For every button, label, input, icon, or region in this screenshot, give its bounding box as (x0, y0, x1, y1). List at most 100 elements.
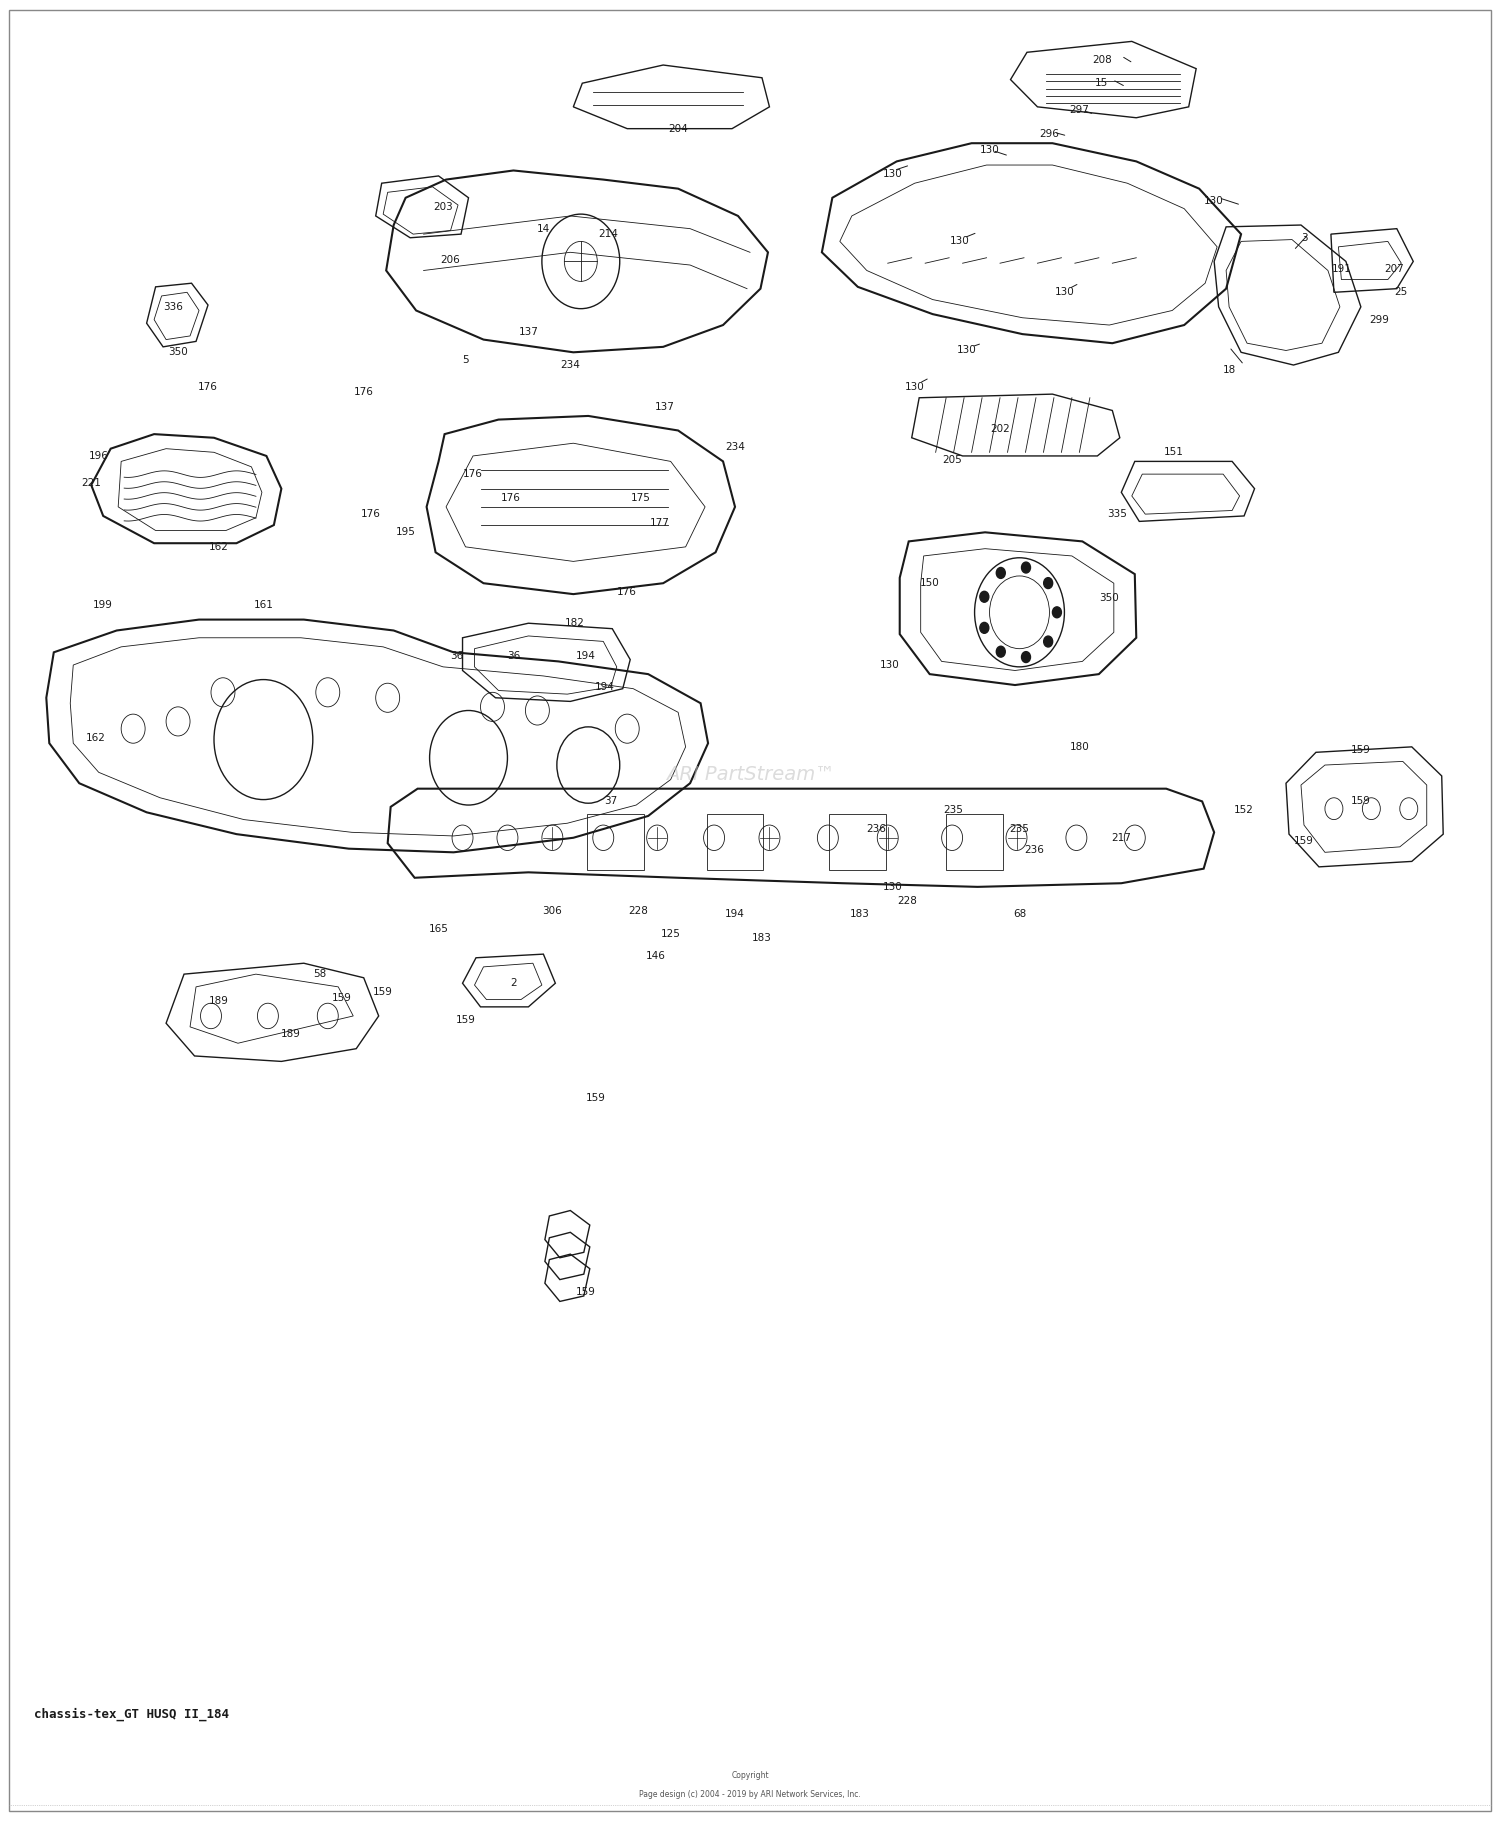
Text: 194: 194 (724, 909, 746, 920)
Bar (586, 814, 644, 870)
Text: 214: 214 (598, 229, 618, 239)
Text: 217: 217 (1112, 832, 1131, 843)
Text: Page design (c) 2004 - 2019 by ARI Network Services, Inc.: Page design (c) 2004 - 2019 by ARI Netwo… (639, 1790, 861, 1799)
Text: 36: 36 (450, 650, 464, 661)
Text: 199: 199 (93, 601, 112, 610)
Text: 58: 58 (314, 969, 327, 980)
Text: 159: 159 (374, 987, 393, 998)
Text: 130: 130 (882, 881, 902, 892)
Text: 18: 18 (1222, 366, 1236, 375)
Text: 297: 297 (1070, 106, 1089, 115)
Text: 137: 137 (519, 328, 538, 337)
Text: 236: 236 (1024, 845, 1044, 856)
Text: 205: 205 (942, 455, 962, 464)
Text: 204: 204 (669, 124, 688, 133)
Text: 5: 5 (462, 355, 470, 364)
Text: 130: 130 (980, 146, 999, 155)
Text: 176: 176 (198, 382, 217, 392)
Text: 161: 161 (254, 601, 273, 610)
Text: 130: 130 (950, 237, 969, 246)
Circle shape (996, 646, 1005, 657)
Text: 234: 234 (724, 443, 746, 452)
Text: chassis-tex_GT HUSQ II_184: chassis-tex_GT HUSQ II_184 (34, 1708, 230, 1721)
Text: 159: 159 (332, 992, 351, 1003)
Text: ARI PartStream™: ARI PartStream™ (666, 765, 834, 783)
Circle shape (1022, 652, 1031, 663)
Text: 130: 130 (957, 346, 976, 355)
Text: 130: 130 (1204, 197, 1224, 206)
Circle shape (1044, 636, 1053, 646)
Text: 221: 221 (81, 479, 100, 488)
Text: 146: 146 (645, 951, 666, 961)
Text: 137: 137 (654, 402, 675, 412)
Text: 159: 159 (456, 1014, 476, 1025)
Text: 183: 183 (752, 932, 772, 943)
Text: 176: 176 (464, 470, 483, 479)
Text: 182: 182 (566, 617, 585, 628)
Text: 203: 203 (433, 202, 453, 211)
Text: 130: 130 (879, 659, 898, 670)
Circle shape (1053, 606, 1062, 617)
Text: 150: 150 (920, 579, 939, 588)
Text: 162: 162 (209, 543, 228, 552)
Circle shape (980, 592, 988, 603)
Text: 299: 299 (1370, 315, 1389, 324)
Bar (946, 814, 1004, 870)
Text: 159: 159 (586, 1093, 606, 1104)
Text: 162: 162 (86, 732, 105, 743)
Text: 189: 189 (280, 1029, 300, 1040)
Text: 176: 176 (362, 510, 381, 519)
Text: 15: 15 (1095, 78, 1108, 87)
Text: 165: 165 (429, 923, 448, 934)
Text: 3: 3 (1300, 233, 1308, 242)
Bar (830, 814, 886, 870)
Text: 207: 207 (1384, 264, 1404, 273)
Text: 195: 195 (396, 528, 416, 537)
Text: 235: 235 (944, 805, 963, 816)
Bar (706, 814, 764, 870)
Text: 335: 335 (1107, 510, 1126, 519)
Circle shape (980, 623, 988, 634)
Text: 202: 202 (990, 424, 1010, 433)
Text: 228: 228 (628, 905, 648, 916)
Text: 235: 235 (1010, 823, 1029, 834)
Text: 234: 234 (561, 361, 580, 370)
Text: 191: 191 (1332, 264, 1352, 273)
Text: 159: 159 (576, 1287, 596, 1297)
Text: 176: 176 (501, 493, 520, 503)
Text: 151: 151 (1164, 448, 1184, 457)
Text: 306: 306 (543, 905, 562, 916)
Text: 176: 176 (618, 588, 638, 597)
Text: 236: 236 (865, 823, 885, 834)
Circle shape (1044, 577, 1053, 588)
Text: 196: 196 (88, 452, 108, 461)
Text: 36: 36 (507, 650, 520, 661)
Text: 350: 350 (168, 348, 188, 357)
Text: 228: 228 (897, 896, 916, 907)
Text: 194: 194 (576, 650, 596, 661)
Text: 177: 177 (650, 519, 670, 528)
Text: Copyright: Copyright (730, 1772, 770, 1781)
Text: 159: 159 (1352, 745, 1371, 756)
Circle shape (996, 568, 1005, 579)
Text: 68: 68 (1013, 909, 1026, 920)
Text: 296: 296 (1040, 129, 1059, 138)
Text: 176: 176 (354, 388, 374, 397)
Text: 37: 37 (604, 796, 618, 807)
Text: 159: 159 (1294, 836, 1314, 847)
Text: 125: 125 (660, 929, 681, 940)
Text: 130: 130 (1054, 288, 1074, 297)
Circle shape (1022, 563, 1031, 574)
Text: 25: 25 (1395, 288, 1408, 297)
Text: 14: 14 (537, 224, 550, 233)
Text: 189: 189 (209, 996, 228, 1007)
Text: 350: 350 (1100, 594, 1119, 603)
Text: 130: 130 (882, 169, 902, 178)
Text: 152: 152 (1234, 805, 1254, 816)
Text: 159: 159 (1352, 796, 1371, 807)
Text: 208: 208 (1092, 55, 1112, 64)
Text: 2: 2 (510, 978, 518, 989)
Text: 336: 336 (164, 302, 183, 311)
Text: 194: 194 (596, 681, 615, 692)
Text: 206: 206 (441, 255, 460, 264)
